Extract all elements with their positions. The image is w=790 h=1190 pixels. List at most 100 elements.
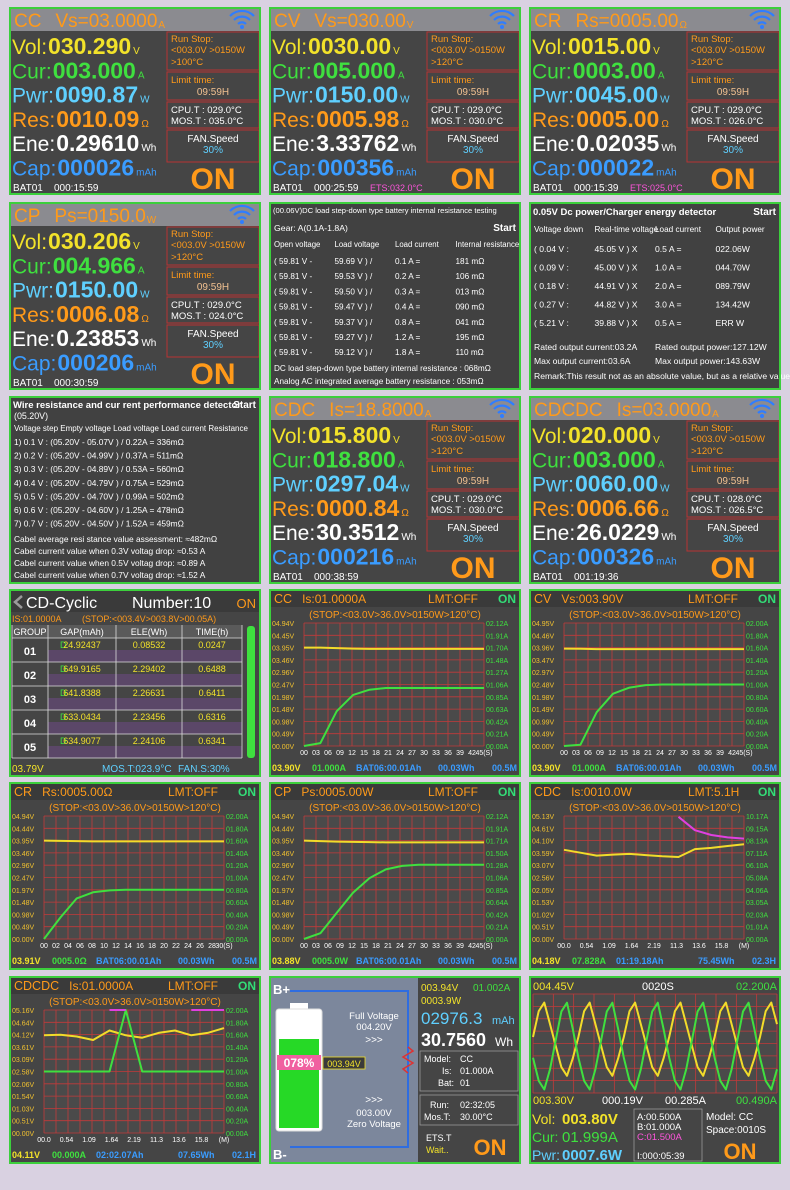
row-unit: Wh — [661, 143, 676, 154]
limit-time: 09:59H — [457, 476, 489, 487]
x-tick-label: 11.3 — [150, 1137, 163, 1144]
ets-temp: ETS:025.0°C — [630, 183, 683, 193]
y2-tick-label: 00.40A — [226, 1106, 249, 1113]
x-tick-label: 12 — [348, 943, 356, 950]
data-row: 0.3 A = — [395, 287, 420, 296]
row-label: Vol: — [532, 425, 567, 448]
panel-bg — [530, 397, 780, 583]
fan-speed: 30% — [203, 340, 223, 351]
y-tick-label: 01.48V — [272, 900, 295, 907]
y-tick-label: 04.64V — [12, 1020, 35, 1027]
limit-time: 09:59H — [197, 87, 229, 98]
header-bar — [10, 977, 260, 994]
wifi-icon — [489, 9, 515, 17]
start-label: Start — [233, 400, 256, 411]
fan-label: FAN.Speed — [187, 329, 238, 340]
curve — [303, 863, 484, 940]
setting: Ps:0005.00W — [301, 785, 374, 799]
stop-condition: <003.0V >0150W — [691, 45, 765, 56]
panel-border — [9, 7, 261, 195]
x-tick-label: 06 — [324, 943, 332, 950]
data-row: ( 0.04 V : — [534, 244, 569, 254]
row-value: 0005.98 — [316, 106, 399, 132]
row-label: Cap: — [532, 158, 576, 181]
cpu-temp: CPU.T : 029.0°C — [431, 105, 502, 116]
y2-tick-label: 01.48A — [486, 658, 509, 665]
mos-temp: MOS.T : 030.0°C — [431, 505, 503, 516]
row-unit: Ω — [401, 508, 409, 519]
stop-temperature: >120°C — [691, 57, 723, 68]
mode-name: CDC — [534, 785, 561, 799]
curve — [44, 1009, 224, 1073]
info-box — [633, 1108, 703, 1162]
x-tick-label: 24 — [184, 943, 192, 950]
row-unit: V — [393, 435, 400, 446]
y2-tick-label: 05.08A — [746, 876, 769, 883]
stop-temperature: >120°C — [431, 57, 463, 68]
row-value: 005.000 — [313, 57, 396, 83]
setting: Is=18.8000 — [329, 400, 424, 421]
panel-border — [269, 589, 521, 777]
wifi-icon — [233, 210, 251, 216]
pwr: 0007.6W — [562, 1147, 623, 1164]
y2-tick-label: 01.80A — [746, 633, 769, 640]
footer-value: 01.000A — [312, 763, 347, 773]
panel-bg — [10, 203, 260, 389]
x-tick-label: 18 — [372, 943, 380, 950]
panel-bg — [530, 203, 780, 389]
state: ON — [451, 163, 496, 196]
y2-tick-label: 03.05A — [746, 900, 769, 907]
y2-tick-label: 01.00A — [746, 683, 769, 690]
arrow: >>> — [365, 1035, 383, 1046]
row-unit: Ω — [661, 508, 669, 519]
row-label: Vol: — [272, 36, 307, 59]
y-tick-label: 00.00V — [12, 1131, 35, 1138]
group-value: 2.29402 — [133, 664, 166, 674]
group-value: 0.0247 — [198, 640, 226, 650]
curve — [563, 843, 745, 858]
panel-border — [269, 7, 521, 195]
battery-id: BAT01 — [13, 378, 43, 389]
y2-tick-label: 00.20A — [226, 925, 249, 932]
y2-tick-label: 02.00A — [226, 814, 249, 821]
data-row: 59.12 V ) / — [335, 348, 374, 357]
row-value: 0.23853 — [56, 325, 139, 351]
y-tick-label: 01.54V — [12, 1094, 35, 1101]
delta-voltage: 000.19V — [602, 1095, 644, 1107]
cycle-number: Number:10 — [132, 595, 211, 612]
info-box — [419, 1050, 519, 1092]
cur: 01.999A — [562, 1129, 618, 1146]
curve — [532, 1001, 778, 1091]
footer-value: 0005.0W — [312, 956, 349, 966]
y2-tick-label: 01.80A — [226, 826, 249, 833]
group-value: 2.23456 — [133, 712, 166, 722]
mode-name: CR — [534, 11, 561, 32]
row-value: 0005.00 — [576, 106, 659, 132]
vol-label: Vol: — [532, 1111, 555, 1127]
data-row: 1) 0.1 V : (05.20V - 05.07V ) / 0.22A = … — [14, 437, 184, 447]
y-tick-label: 01.98V — [532, 695, 555, 702]
data-row: 2) 0.2 V : (05.20V - 04.99V ) / 0.37A = … — [14, 451, 183, 461]
y2-tick-label: 09.15A — [746, 826, 769, 833]
direction: D — [60, 640, 67, 650]
header-bar — [10, 8, 260, 31]
row-value: 000026 — [57, 155, 134, 181]
wifi-icon — [500, 25, 504, 29]
panel-border — [9, 202, 261, 390]
wifi-icon — [240, 25, 244, 29]
y-tick-label: 00.99V — [532, 719, 555, 726]
row-value: 000216 — [317, 544, 394, 570]
y-tick-label: 03.96V — [532, 646, 555, 653]
x-tick-label: 42 — [728, 750, 736, 757]
x-tick-label: 24 — [396, 750, 404, 757]
row-unit: V — [653, 46, 660, 57]
capacity: 02976.3 — [421, 1009, 482, 1028]
footer-value: BAT06:00.01Ah — [616, 763, 681, 773]
mos: 30.00°C — [460, 1112, 493, 1122]
data-row: 089.79W — [716, 281, 751, 291]
x-tick-label: 27 — [408, 943, 416, 950]
y2-tick-label: 07.11A — [746, 851, 768, 858]
data-row: 134.42W — [716, 300, 751, 310]
x-tick-label: 06 — [584, 750, 592, 757]
full-label: Full Voltage — [349, 1011, 399, 1022]
